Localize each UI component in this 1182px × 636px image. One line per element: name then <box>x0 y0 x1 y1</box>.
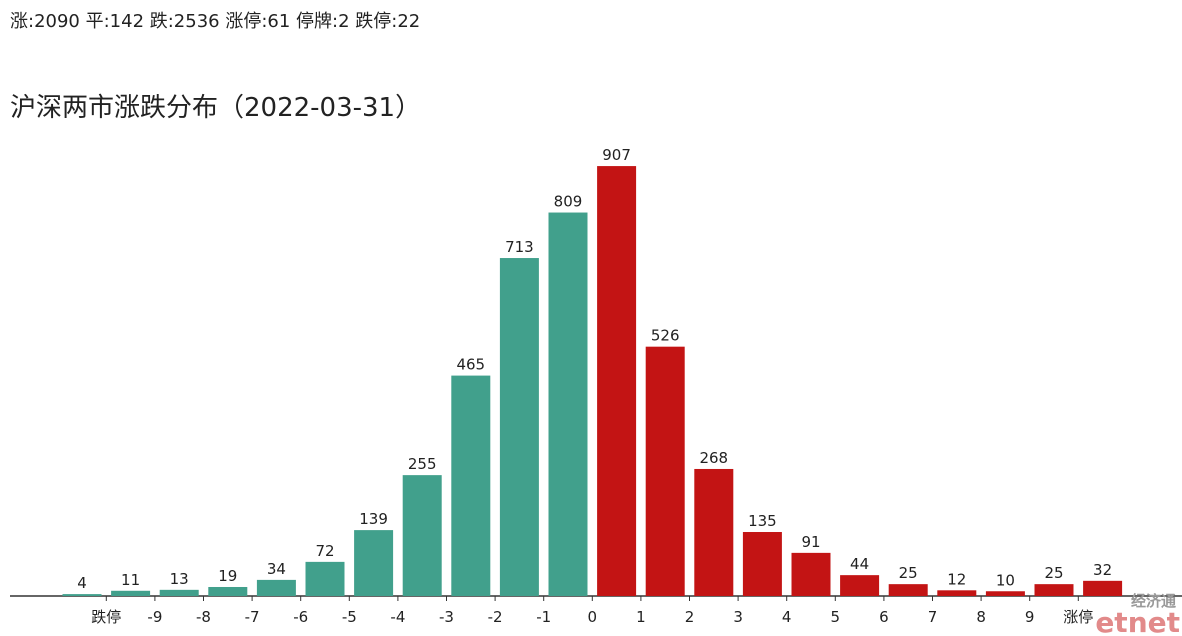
x-tick-label: 2 <box>685 608 695 626</box>
x-tick-label: 7 <box>928 608 938 626</box>
bar <box>305 561 345 596</box>
value-label: 19 <box>218 567 237 585</box>
x-tick-label: 8 <box>976 608 986 626</box>
chart-title: 沪深两市涨跌分布（2022-03-31） <box>10 93 421 123</box>
x-tick-label: 跌停 <box>91 608 121 626</box>
bar <box>208 586 248 596</box>
x-tick-label: -9 <box>147 608 162 626</box>
bar <box>888 584 928 596</box>
value-label: 255 <box>408 455 437 473</box>
x-tick-label: 5 <box>831 608 841 626</box>
bar <box>1083 580 1123 596</box>
watermark-cn: 经济通 <box>1131 592 1176 610</box>
x-tick-label: 9 <box>1025 608 1035 626</box>
x-tick-label: 0 <box>588 608 598 626</box>
bar <box>840 575 880 596</box>
value-label: 713 <box>505 238 534 256</box>
value-label: 34 <box>267 560 286 578</box>
bar <box>742 532 782 596</box>
x-tick-label: -2 <box>488 608 503 626</box>
chart-subtitle: 涨:2090 平:142 跌:2536 涨停:61 停牌:2 跌停:22 <box>10 11 420 32</box>
value-label: 4 <box>77 574 87 592</box>
bar <box>694 468 734 596</box>
value-label: 44 <box>850 555 869 573</box>
x-tick-label: -8 <box>196 608 211 626</box>
value-label: 11 <box>121 571 140 589</box>
bar <box>159 589 199 596</box>
bar <box>645 346 685 596</box>
bar <box>597 166 637 596</box>
bar <box>256 579 296 596</box>
x-tick-label: -4 <box>390 608 405 626</box>
value-label: 72 <box>315 542 334 560</box>
bar <box>791 552 831 596</box>
bar <box>451 375 491 596</box>
bar <box>402 475 442 596</box>
bar <box>1034 584 1074 596</box>
value-label: 465 <box>456 356 485 374</box>
watermark-en: etnet <box>1095 606 1180 636</box>
bar <box>62 594 102 596</box>
value-label: 135 <box>748 512 777 530</box>
value-label: 25 <box>899 564 918 582</box>
value-label: 91 <box>801 533 820 551</box>
x-tick-label: 3 <box>733 608 743 626</box>
value-label: 13 <box>170 570 189 588</box>
x-tick-label: 4 <box>782 608 792 626</box>
bar <box>548 212 588 596</box>
value-label: 526 <box>651 327 680 345</box>
bar <box>985 591 1025 596</box>
x-tick-label: -1 <box>536 608 551 626</box>
x-tick-label: 涨停 <box>1063 608 1093 626</box>
bar <box>354 530 394 596</box>
value-label: 809 <box>554 193 583 211</box>
x-tick-label: -3 <box>439 608 454 626</box>
value-label: 12 <box>947 570 966 588</box>
x-tick-label: -7 <box>245 608 260 626</box>
value-label: 139 <box>359 510 388 528</box>
value-label: 25 <box>1044 564 1063 582</box>
bar <box>937 590 977 596</box>
value-label: 268 <box>699 449 728 467</box>
value-label: 32 <box>1093 561 1112 579</box>
value-label: 10 <box>996 571 1015 589</box>
value-label: 907 <box>602 146 631 164</box>
x-tick-label: -6 <box>293 608 308 626</box>
x-tick-label: -5 <box>342 608 357 626</box>
x-tick-label: 1 <box>636 608 646 626</box>
bar <box>499 258 539 596</box>
bar <box>111 590 151 596</box>
x-tick-label: 6 <box>879 608 889 626</box>
